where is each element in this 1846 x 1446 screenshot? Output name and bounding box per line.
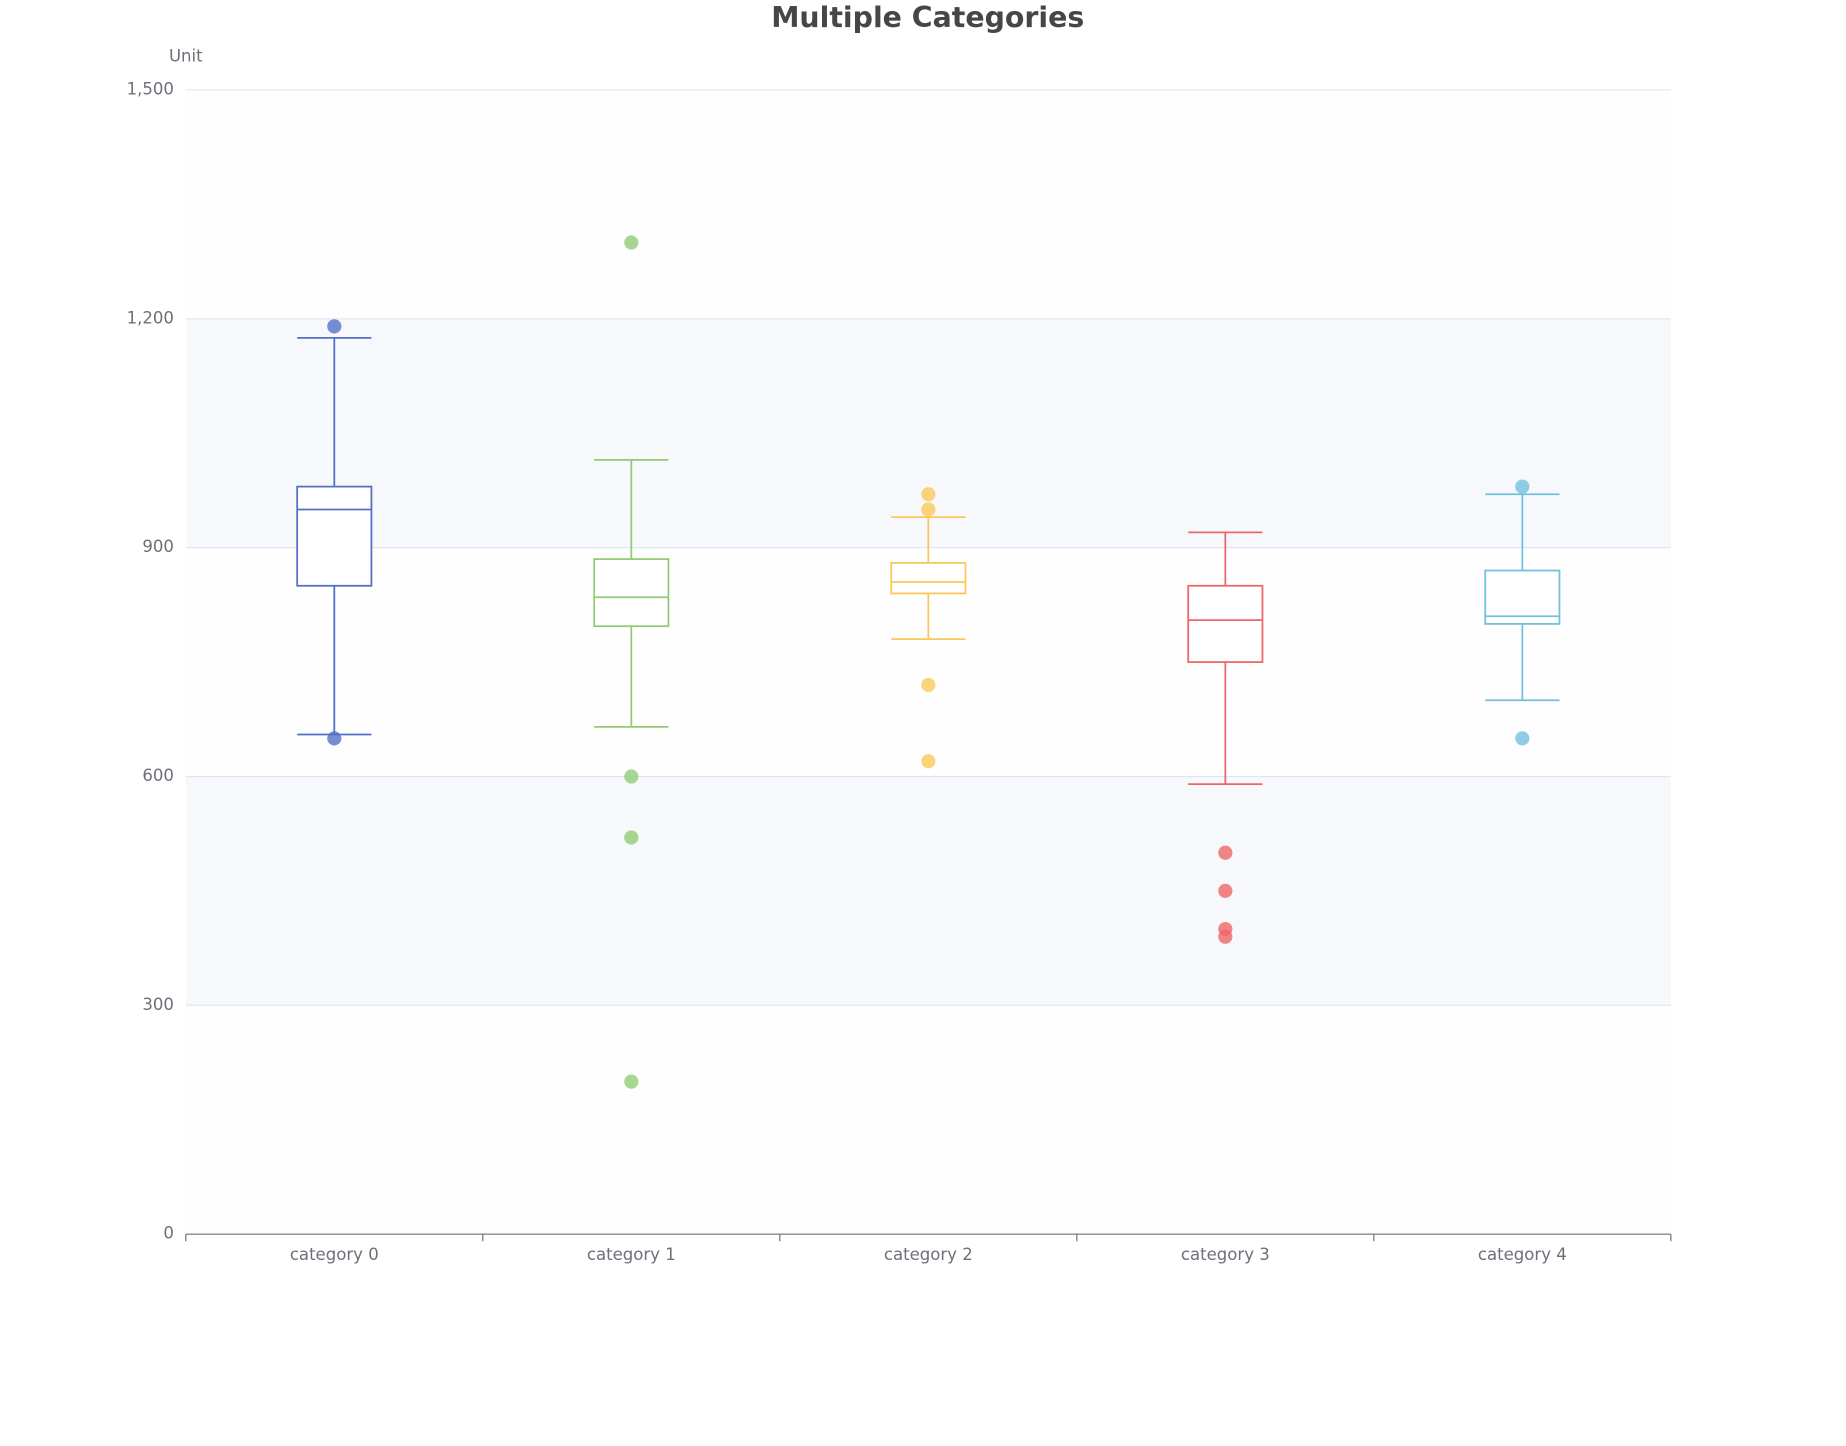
x-tick-label: category 0 [290,1245,379,1264]
box [296,485,373,587]
outlier [327,731,342,746]
outlier [624,769,639,784]
y-tick-label: 900 [142,537,174,556]
outlier [921,754,936,769]
box [1187,584,1264,663]
y-axis-label: Unit [169,46,203,65]
y-tick-label: 300 [142,995,174,1014]
x-tick-label: category 3 [1181,1245,1270,1264]
split-area [185,89,1671,319]
outlier [921,502,936,517]
outlier [921,677,936,693]
chart-title: Multiple Categories [771,1,1084,34]
outlier [327,319,342,334]
x-tick-label: category 1 [587,1245,676,1264]
y-tick-label: 600 [142,766,174,785]
box [1484,569,1561,625]
outlier [1515,479,1530,494]
outlier [624,235,639,250]
outlier [1218,929,1233,944]
outlier [1218,883,1233,899]
outlier [624,1074,639,1089]
outlier [1515,731,1530,746]
y-tick-label: 0 [163,1224,174,1243]
x-tick-label: category 2 [884,1245,973,1264]
outlier [1218,845,1233,860]
outlier [624,830,639,845]
box [890,562,967,595]
split-area [185,776,1671,1006]
outlier [921,487,936,502]
y-tick-label: 1,200 [127,308,174,327]
box [593,558,670,628]
y-tick-label: 1,500 [127,79,174,98]
x-tick-label: category 4 [1478,1245,1567,1264]
split-area [185,1005,1671,1235]
